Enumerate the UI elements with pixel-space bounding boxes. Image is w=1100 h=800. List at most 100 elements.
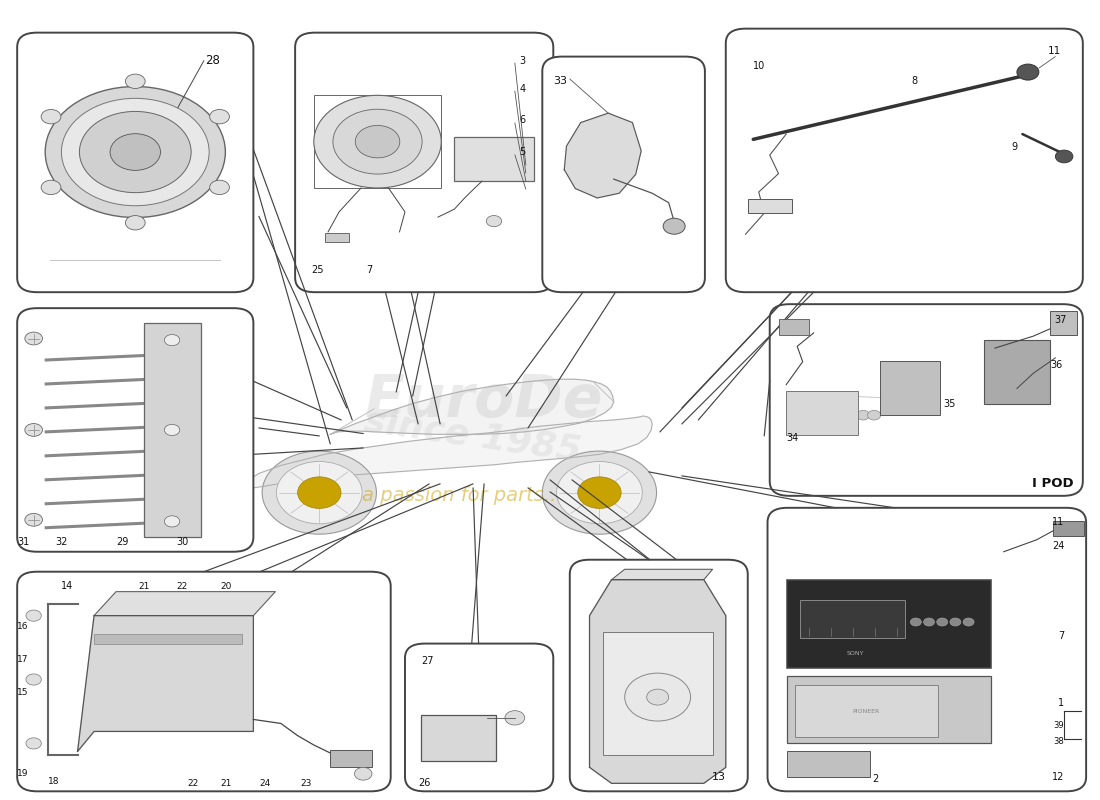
Circle shape xyxy=(950,618,961,626)
Circle shape xyxy=(62,98,209,206)
FancyBboxPatch shape xyxy=(324,233,349,242)
Text: 35: 35 xyxy=(944,399,956,409)
Circle shape xyxy=(824,410,837,420)
Circle shape xyxy=(314,95,441,188)
FancyBboxPatch shape xyxy=(542,57,705,292)
Polygon shape xyxy=(612,570,713,580)
Text: 11: 11 xyxy=(1052,517,1064,527)
Circle shape xyxy=(1016,64,1038,80)
FancyBboxPatch shape xyxy=(295,33,553,292)
Circle shape xyxy=(924,618,935,626)
FancyBboxPatch shape xyxy=(788,751,870,777)
Text: 26: 26 xyxy=(418,778,430,788)
Text: 4: 4 xyxy=(519,83,526,94)
FancyBboxPatch shape xyxy=(795,685,938,737)
Circle shape xyxy=(813,410,826,420)
FancyBboxPatch shape xyxy=(421,714,496,761)
Text: a passion for parts...: a passion for parts... xyxy=(362,486,562,506)
Circle shape xyxy=(298,477,341,509)
Circle shape xyxy=(911,618,922,626)
FancyBboxPatch shape xyxy=(95,634,242,643)
Text: since 1985: since 1985 xyxy=(363,404,584,468)
FancyBboxPatch shape xyxy=(18,572,390,791)
Text: 24: 24 xyxy=(258,779,271,788)
Text: I POD: I POD xyxy=(1033,478,1074,490)
FancyBboxPatch shape xyxy=(330,750,372,767)
Text: 39: 39 xyxy=(1054,721,1064,730)
Text: 34: 34 xyxy=(786,434,799,443)
Polygon shape xyxy=(770,394,924,414)
Text: 32: 32 xyxy=(56,537,68,547)
Text: 7: 7 xyxy=(1058,630,1064,641)
FancyBboxPatch shape xyxy=(748,198,792,213)
Text: PIONEER: PIONEER xyxy=(852,709,880,714)
Text: 30: 30 xyxy=(176,537,189,547)
Circle shape xyxy=(26,610,42,622)
Text: 21: 21 xyxy=(138,582,150,590)
Text: 6: 6 xyxy=(519,115,526,126)
FancyBboxPatch shape xyxy=(770,304,1082,496)
Circle shape xyxy=(26,674,42,685)
Circle shape xyxy=(486,215,502,226)
FancyBboxPatch shape xyxy=(880,361,940,415)
FancyBboxPatch shape xyxy=(18,33,253,292)
FancyBboxPatch shape xyxy=(788,675,990,743)
Circle shape xyxy=(164,424,179,435)
Polygon shape xyxy=(78,616,253,751)
FancyBboxPatch shape xyxy=(779,319,810,335)
Circle shape xyxy=(41,110,60,124)
Polygon shape xyxy=(330,379,614,434)
FancyBboxPatch shape xyxy=(18,308,253,552)
Text: 22: 22 xyxy=(187,779,199,788)
Circle shape xyxy=(26,738,42,749)
Circle shape xyxy=(857,410,870,420)
Text: 23: 23 xyxy=(300,779,312,788)
FancyBboxPatch shape xyxy=(454,138,534,181)
FancyBboxPatch shape xyxy=(143,322,200,538)
Text: 18: 18 xyxy=(48,778,59,786)
Text: 11: 11 xyxy=(1047,46,1060,56)
Circle shape xyxy=(276,462,362,524)
Text: 21: 21 xyxy=(220,779,232,788)
Circle shape xyxy=(868,410,881,420)
Text: 33: 33 xyxy=(553,75,568,86)
Circle shape xyxy=(110,134,161,170)
Text: 10: 10 xyxy=(754,61,766,70)
Circle shape xyxy=(41,180,60,194)
Circle shape xyxy=(355,126,399,158)
Circle shape xyxy=(542,451,657,534)
FancyBboxPatch shape xyxy=(801,600,905,638)
Text: 37: 37 xyxy=(1054,315,1066,325)
Text: SONY: SONY xyxy=(847,651,865,657)
FancyBboxPatch shape xyxy=(570,560,748,791)
FancyBboxPatch shape xyxy=(405,643,553,791)
Text: 29: 29 xyxy=(116,537,129,547)
FancyBboxPatch shape xyxy=(603,631,713,755)
Circle shape xyxy=(557,462,642,524)
Circle shape xyxy=(164,516,179,527)
Circle shape xyxy=(1055,150,1072,163)
Circle shape xyxy=(354,767,372,780)
Polygon shape xyxy=(236,416,652,492)
Text: 5: 5 xyxy=(519,147,526,158)
Polygon shape xyxy=(590,580,726,783)
Text: 7: 7 xyxy=(366,265,373,275)
Text: EuroDe: EuroDe xyxy=(365,371,603,429)
Circle shape xyxy=(333,110,422,174)
Text: 15: 15 xyxy=(18,688,29,697)
Text: 24: 24 xyxy=(1052,541,1064,551)
Circle shape xyxy=(210,180,230,194)
Circle shape xyxy=(578,477,621,509)
FancyBboxPatch shape xyxy=(726,29,1082,292)
Circle shape xyxy=(625,673,691,721)
Circle shape xyxy=(262,451,376,534)
Text: 28: 28 xyxy=(206,54,220,67)
Text: 3: 3 xyxy=(519,55,526,66)
Circle shape xyxy=(25,423,43,436)
Circle shape xyxy=(25,332,43,345)
FancyBboxPatch shape xyxy=(1053,522,1084,536)
Circle shape xyxy=(164,334,179,346)
Text: 8: 8 xyxy=(912,76,917,86)
Circle shape xyxy=(210,110,230,124)
Text: 36: 36 xyxy=(1050,361,1063,370)
